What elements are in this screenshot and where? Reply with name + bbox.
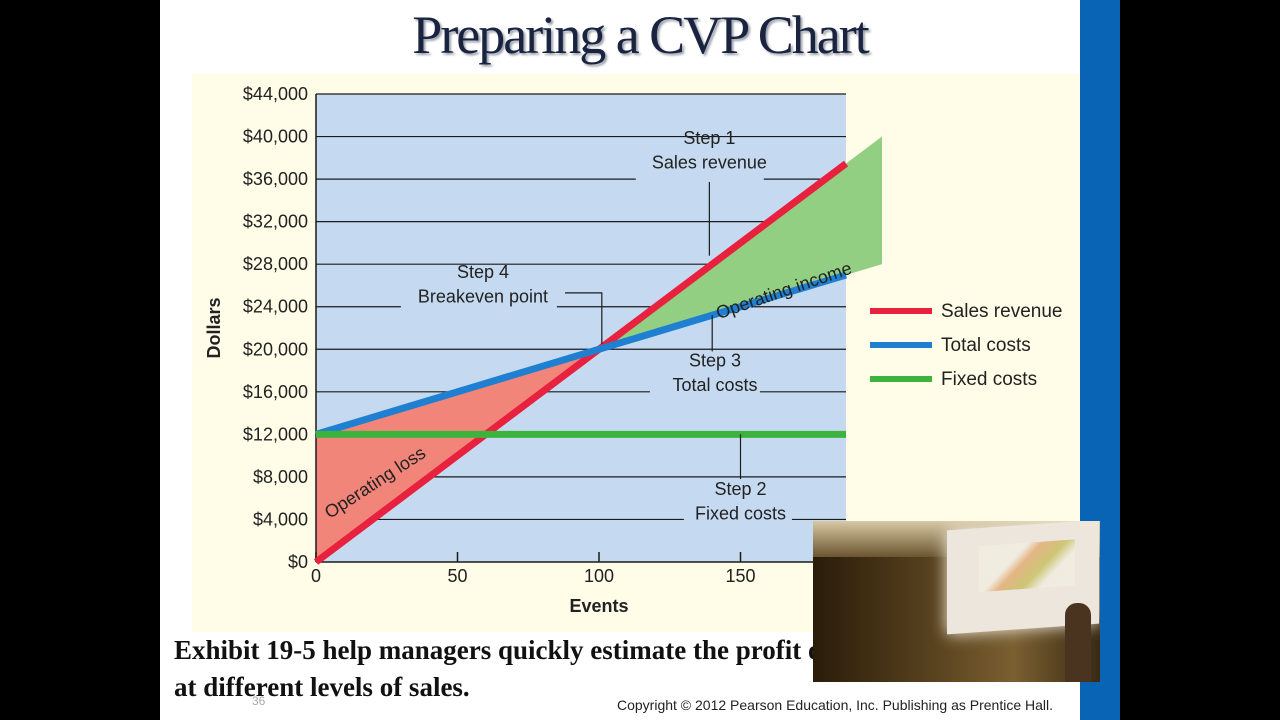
slide-title: Preparing a CVP Chart [412, 5, 869, 65]
video-presenter-figure [1065, 603, 1091, 682]
legend-label-total-costs: Total costs [941, 335, 1031, 356]
y-tick-label: $44,000 [243, 84, 308, 104]
y-tick-label: $12,000 [243, 424, 308, 444]
step4-label: Step 4 [457, 262, 509, 282]
y-tick-label: $28,000 [243, 254, 308, 274]
y-tick-label: $24,000 [243, 297, 308, 317]
slide: Preparing a CVP Chart 050100150200$0$4,0… [160, 0, 1120, 720]
y-tick-label: $40,000 [243, 127, 308, 147]
total-costs-line [314, 271, 848, 438]
step1-label: Step 1 [683, 128, 735, 148]
x-tick-label: 50 [447, 566, 467, 586]
step3-text-backdrop [649, 381, 760, 402]
step3-text: Total costs [673, 375, 758, 395]
y-tick-label: $8,000 [253, 467, 308, 487]
sales-revenue-line [313, 160, 849, 565]
step4-text: Breakeven point [418, 286, 548, 306]
y-tick-label: $36,000 [243, 169, 308, 189]
y-tick-label: $0 [288, 552, 308, 572]
step2-text-backdrop [683, 509, 792, 530]
copyright-notice: Copyright © 2012 Pearson Education, Inc.… [617, 697, 1054, 713]
step4-leader [565, 292, 603, 344]
step3-label: Step 3 [689, 350, 741, 370]
step1-text: Sales revenue [652, 152, 767, 172]
y-tick-label: $32,000 [243, 212, 308, 232]
x-tick-label: 150 [725, 566, 755, 586]
caption-line-2: at different levels of sales. [174, 672, 470, 702]
presenter-video-overlay[interactable] [813, 521, 1100, 682]
y-tick-label: $16,000 [243, 382, 308, 402]
step4-text-backdrop [400, 296, 557, 317]
x-axis-title: Events [569, 596, 628, 616]
x-tick-label: 0 [311, 566, 321, 586]
slide-number: 36 [252, 694, 266, 708]
video-projected-chart [979, 539, 1075, 593]
x-tick-label: 100 [584, 566, 614, 586]
step1-text-backdrop [635, 159, 764, 182]
y-axis-title: Dollars [204, 297, 224, 358]
y-tick-label: $4,000 [253, 509, 308, 529]
step2-text: Fixed costs [695, 503, 786, 523]
y-tick-label: $20,000 [243, 339, 308, 359]
step2-label: Step 2 [714, 479, 766, 499]
legend-label-sales-revenue: Sales revenue [941, 301, 1062, 322]
legend-label-fixed-costs: Fixed costs [941, 369, 1037, 390]
cvp-chart: 050100150200$0$4,000$8,000$12,000$16,000… [204, 84, 1062, 616]
